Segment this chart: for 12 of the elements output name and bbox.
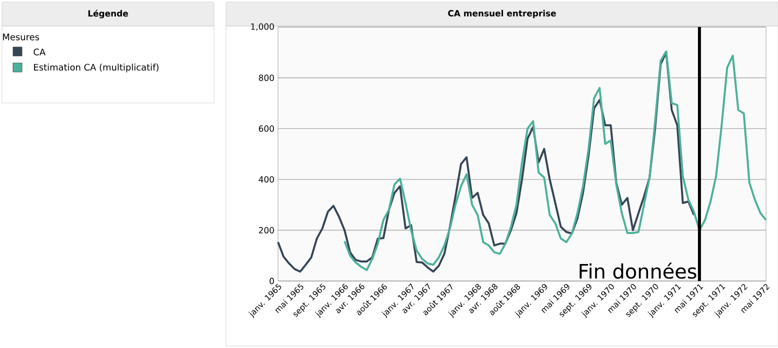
legend-title: Mesures [3, 34, 40, 40]
legend-label: CA [34, 48, 46, 56]
y-tick-label: 0 [270, 278, 274, 284]
text: Légende [88, 10, 128, 18]
ref-line-label: Fin données [580, 262, 696, 279]
y-tick-label: 800 [258, 74, 274, 82]
y-tick-label: 200 [258, 227, 274, 234]
legend-label: Estimation CA (multiplicatif) [34, 64, 158, 72]
y-tick-label: 1,000 [251, 23, 274, 31]
chart-title: CA mensuel entreprise [448, 10, 556, 18]
y-tick-label: 400 [258, 176, 274, 183]
y-tick-label: 600 [258, 125, 274, 132]
